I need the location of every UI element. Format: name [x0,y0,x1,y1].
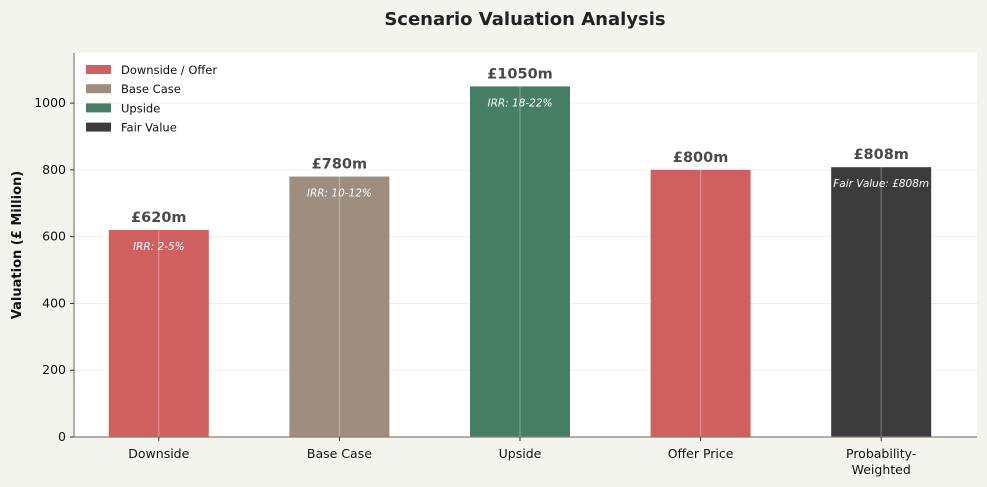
x-tick-label: Probability-Weighted [846,446,916,477]
y-axis-ticks: 0 200 400 600 800 1000 [34,95,74,444]
bars [108,86,932,438]
legend-label: Base Case [121,82,181,96]
y-tick-label: 0 [58,429,66,444]
data-labels: £620m IRR: 2-5% £780m IRR: 10-12% £1050m IRR:… [131,66,929,253]
legend-swatch [86,65,111,74]
value-label: £780m [312,157,367,173]
value-label: £800m [673,150,728,166]
x-tick-label: Downside [128,446,189,461]
x-tick-label: Upside [499,446,542,461]
value-label: £808m [853,147,908,163]
annotation-label: Fair Value: £808m [833,178,929,190]
y-tick-label: 1000 [34,95,66,110]
value-label: £1050m [487,66,553,82]
legend: Downside / Offer Base Case Upside Fair Valu… [86,63,217,135]
value-label: £620m [131,210,186,226]
y-tick-label: 800 [42,162,66,177]
legend-label: Downside / Offer [121,63,217,77]
bar [650,169,751,437]
chart-title: Scenario Valuation Analysis [384,9,665,30]
legend-swatch [86,103,111,113]
annotation-label: IRR: 10-12% [307,188,372,200]
x-tick-label: Offer Price [668,446,734,461]
y-tick-label: 400 [42,295,66,310]
x-axis-ticks: Downside Base Case Upside Offer Price Probab… [128,437,916,477]
bar [470,86,570,438]
bar [831,167,932,438]
legend-label: Upside [121,101,160,115]
legend-swatch [86,84,111,94]
bar [289,176,390,437]
legend-swatch [86,122,111,132]
bar [108,229,209,437]
y-tick-label: 600 [42,229,66,244]
vertical-grid-lines [158,53,882,437]
y-axis-label: Valuation (£ Million) [10,171,25,319]
annotation-label: IRR: 2-5% [133,241,185,253]
x-tick-label: Base Case [307,446,372,461]
annotation-label: IRR: 18-22% [487,97,552,109]
legend-label: Fair Value [121,121,177,135]
y-tick-label: 200 [42,362,66,377]
